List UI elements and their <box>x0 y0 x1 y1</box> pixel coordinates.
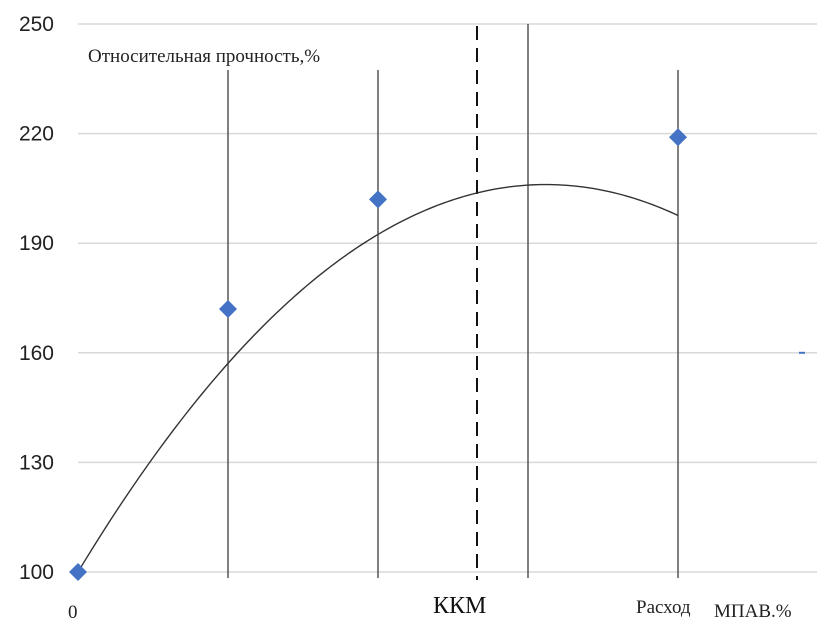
x-axis-label-part1: Расход <box>636 597 691 618</box>
curve-layer <box>77 183 679 573</box>
y-tick-label: 160 <box>19 342 54 365</box>
data-point-marker <box>69 563 87 581</box>
y-tick-label: 220 <box>19 123 54 146</box>
y-tick-label: 130 <box>19 451 54 474</box>
data-point-marker <box>369 190 387 209</box>
marker-layer <box>69 128 805 581</box>
label-layer: Относительная прочность,% ККМ Расход МПА… <box>19 13 792 621</box>
y-tick-label: 100 <box>19 561 54 584</box>
trendline-curve <box>77 183 679 573</box>
grid-layer <box>78 23 817 580</box>
y-tick-label: 250 <box>19 13 54 36</box>
x-tick-label-0: 0 <box>68 602 78 621</box>
kkm-label: ККМ <box>433 593 486 619</box>
y-axis-label: Относительная прочность,% <box>88 46 320 67</box>
x-axis-label-part2: МПАВ.% <box>714 601 792 621</box>
data-point-marker <box>219 299 237 318</box>
y-tick-label: 190 <box>19 232 54 255</box>
data-point-marker <box>669 128 687 147</box>
